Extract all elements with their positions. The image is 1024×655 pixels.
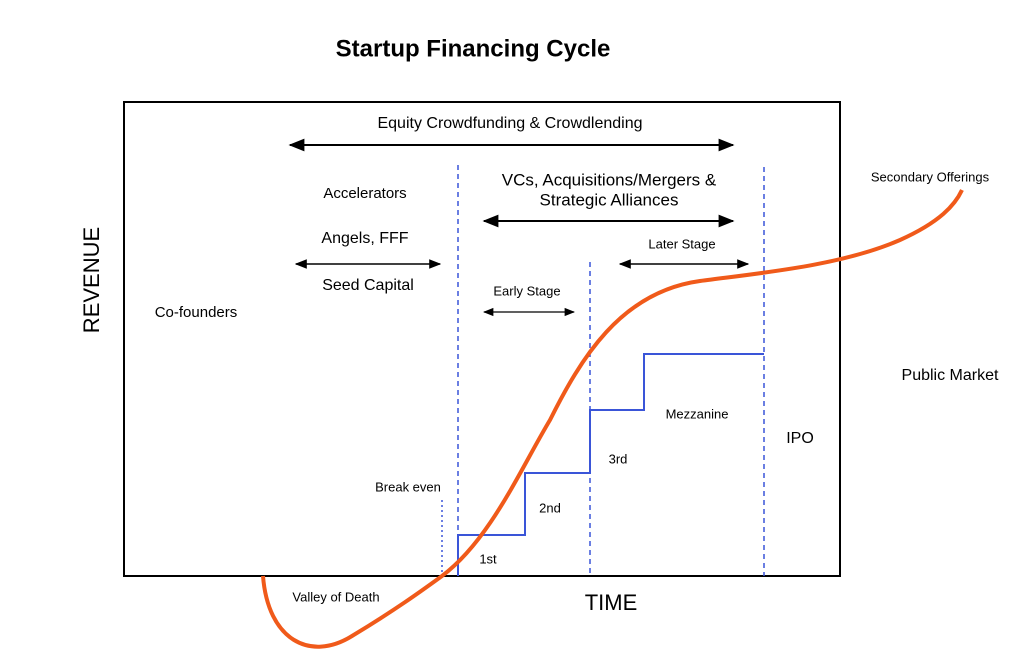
label: Seed Capital <box>322 277 414 294</box>
label: Public Market <box>902 367 999 384</box>
range-arrows <box>288 138 750 317</box>
title: Startup Financing Cycle <box>336 35 611 62</box>
x-axis-label: TIME <box>585 590 638 615</box>
label: Later Stage <box>648 236 715 251</box>
label: Secondary Offerings <box>871 169 990 184</box>
label: Angels, FFF <box>321 230 408 247</box>
stage-dividers <box>457 165 765 576</box>
label: Break even <box>375 479 441 494</box>
y-axis-label: REVENUE <box>79 227 104 333</box>
label: 3rd <box>609 451 628 466</box>
label: Valley of Death <box>292 589 379 604</box>
label: Accelerators <box>323 185 406 202</box>
label: Early Stage <box>493 283 560 298</box>
frame <box>123 101 841 577</box>
label: Co-founders <box>155 304 238 321</box>
revenue-curve <box>261 189 964 649</box>
label: Equity Crowdfunding & Crowdlending <box>377 115 642 132</box>
label: Mezzanine <box>666 406 729 421</box>
label: VCs, Acquisitions/Mergers & <box>502 170 717 189</box>
label: 1st <box>479 551 497 566</box>
label: 2nd <box>539 500 561 515</box>
label: IPO <box>786 430 814 447</box>
label: Strategic Alliances <box>540 190 679 209</box>
